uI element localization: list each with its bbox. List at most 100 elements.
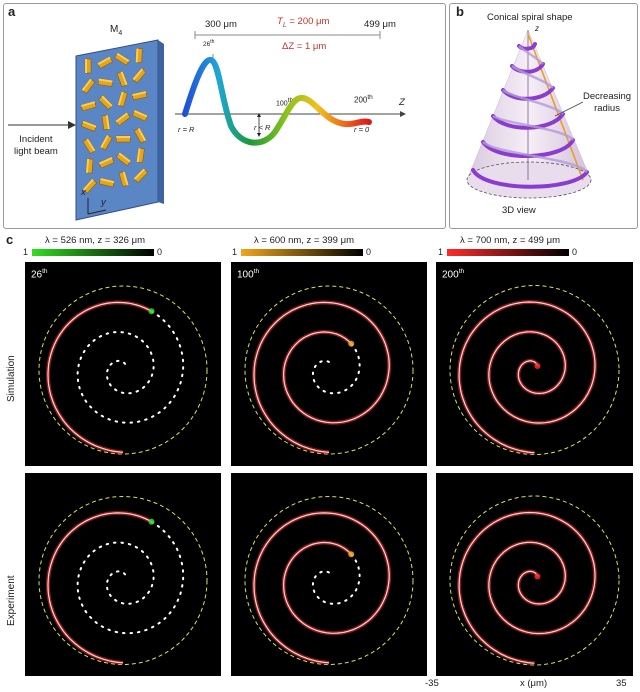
remaining-spiral-dots [311,342,361,395]
spiral-core [47,301,152,453]
focal-spot [534,362,541,369]
focal-spot [348,551,355,558]
nanoblock [101,114,111,131]
spiral-core [253,301,390,453]
mark-200: 200th [354,94,373,105]
colorbar-max: 1 [232,247,238,257]
spiral-plot [449,495,620,666]
spiral-glow [457,510,597,666]
boundary-circle [244,285,414,455]
axis-x-label: x [81,187,86,198]
spiral-core [458,301,596,454]
nanoblock [82,138,96,154]
metasurface-label: M4 [110,24,123,37]
dz-label: ΔZ = 1 μm [282,41,327,52]
start-position: 300 μm [205,19,237,30]
incident-arrow [8,121,76,129]
field-intensity-tile [25,473,221,676]
nanoblock [116,71,128,87]
end-position: 499 μm [364,19,396,30]
nanoblock [98,156,115,169]
column-wavelength-label: λ = 700 nm, z = 499 μm [460,235,560,246]
order-label: 26th [31,268,48,281]
nanoblock [114,52,130,66]
field-intensity-tile: 26th [25,262,221,466]
column-wavelength-label: λ = 600 nm, z = 399 μm [254,235,354,246]
nanoblock [115,111,131,127]
nanoblock [81,78,96,94]
colorbar [241,249,363,256]
colorbar-max: 1 [23,247,29,257]
x-axis-label: x (μm) [520,678,548,689]
boundary-circle [449,285,620,455]
spiral-glow [251,300,392,455]
nanoblock [132,67,147,84]
spiral-core [253,512,390,664]
nanoblock [82,178,98,194]
nanoblock [136,147,145,164]
colorbar-min: 0 [572,247,578,257]
nanoblock [97,56,113,69]
field-intensity-tile: 100th [231,262,427,466]
nanoblock [133,127,147,144]
radius-profile-plot [175,31,406,146]
x-axis-max: 35 [616,678,627,689]
nanoblock [115,135,131,143]
nanoblock [133,168,149,183]
spiral-glow [251,510,392,665]
nanoblock [118,171,129,187]
boundary-circle [244,496,414,665]
row-label-experiment: Experiment [6,575,17,626]
focal-spot [534,573,541,580]
colorbar-min: 0 [157,247,163,257]
nanoblock [85,158,94,174]
panel-c-label: c [6,232,14,247]
focal-spot [148,518,155,525]
tl-label: TL = 200 μm [277,16,330,29]
colorbar [32,249,154,256]
mark-100: 100th [276,97,294,108]
field-intensity-tile: 200th [436,262,633,466]
nanoblock [135,48,143,63]
focal-spot [148,308,155,315]
r-equals-0: r = 0 [354,125,370,134]
spiral-plot [38,285,208,455]
cone-z-label: z [535,24,539,33]
spiral-glow [457,299,597,455]
panel-a-frame [3,3,446,229]
nanoblock [115,151,132,167]
colorbar [447,249,569,256]
remaining-spiral-dots [76,520,185,635]
panel-b-frame [449,3,638,229]
z-axis-label: Z [399,97,405,108]
spiral-plot [244,496,414,665]
axis-y-label: y [101,197,106,208]
nanoblock [80,100,97,112]
panel-b-label: b [456,4,464,19]
remaining-spiral-dots [311,553,361,605]
metasurface-illustration [75,39,164,221]
nanoblock [131,109,148,122]
boundary-circle [38,496,208,665]
spiral-plot [244,285,414,455]
spiral-plot [449,285,620,455]
focal-spot [348,340,355,347]
spiral-plot [38,496,208,665]
field-intensity-tile [231,473,427,676]
order-label: 200th [442,268,465,281]
nanoblock [117,91,128,107]
spiral-core [47,512,152,664]
nanoblock [98,95,114,110]
view-label: 3D view [502,205,536,216]
boundary-circle [38,285,208,455]
nanoblock [98,177,115,188]
panel-a-label: a [8,4,16,19]
column-wavelength-label: λ = 526 nm, z = 326 μm [45,235,145,246]
x-axis-min: -35 [425,678,439,689]
r-equals-R: r = R [178,125,195,134]
remaining-spiral-dots [76,310,185,424]
mark-26: 26th [203,39,215,49]
order-label: 100th [237,268,260,281]
r-less-R: r < R [254,123,271,132]
row-label-simulation: Simulation [6,355,17,402]
